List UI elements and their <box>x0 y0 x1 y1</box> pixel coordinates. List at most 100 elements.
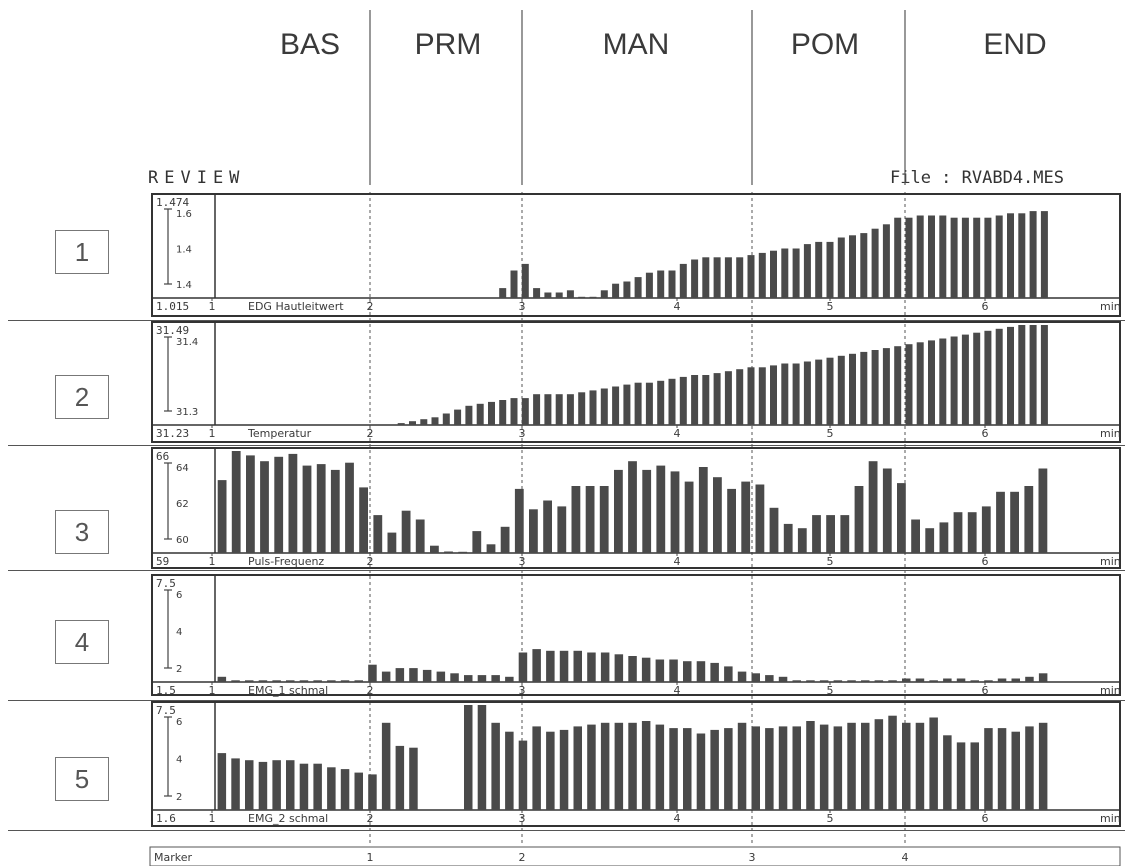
bar <box>997 728 1007 810</box>
chart-panel-5: 7.5 1.6 6 4 2 1 2 3 4 5 6 min EMG_2 schmal <box>151 701 1121 827</box>
x-tick-label: 2 <box>367 684 374 697</box>
bar <box>543 500 552 553</box>
x-unit-label: min <box>1100 684 1121 697</box>
bar <box>458 551 468 553</box>
bar <box>578 296 586 298</box>
bar <box>882 348 890 425</box>
bar <box>736 257 744 298</box>
bar <box>905 217 913 298</box>
bar <box>299 680 309 682</box>
bar <box>997 678 1007 682</box>
bar <box>544 394 552 425</box>
bar <box>916 342 924 425</box>
bar <box>792 680 801 682</box>
x-tick-label: 2 <box>367 427 374 440</box>
review-title: REVIEW <box>148 168 246 188</box>
bar <box>397 423 405 425</box>
bar <box>505 731 514 810</box>
bar <box>849 235 856 298</box>
bar <box>819 724 829 810</box>
bar <box>778 726 788 810</box>
bar <box>882 224 890 298</box>
phase-label-man: MAN <box>602 28 670 61</box>
bar <box>874 680 884 682</box>
phase-label-prm: PRM <box>414 28 482 61</box>
bar <box>1029 211 1037 298</box>
y-tick-label: 64 <box>176 463 189 474</box>
x-tick-label: 5 <box>827 555 834 568</box>
bar <box>465 405 473 425</box>
bar <box>600 722 610 810</box>
bar <box>623 384 631 425</box>
bar <box>874 719 884 810</box>
bar <box>299 763 309 810</box>
bar <box>532 649 541 682</box>
bar <box>916 215 924 298</box>
y-tick-label: 4 <box>176 627 182 638</box>
y-max-label: 7.5 <box>156 577 176 590</box>
bar <box>882 468 892 553</box>
bar <box>288 453 298 553</box>
bar <box>657 270 665 298</box>
row-number-4: 4 <box>55 620 109 664</box>
y-tick-label: 4 <box>176 755 182 766</box>
x-tick-label: 5 <box>827 684 834 697</box>
bar <box>939 522 949 553</box>
x-tick-label: 6 <box>982 555 989 568</box>
bar <box>984 680 993 682</box>
bar <box>806 680 815 682</box>
bar <box>231 451 241 553</box>
bar <box>747 367 755 425</box>
chart-panel-4: 7.5 1.5 6 4 2 1 2 3 4 5 6 min EMG_1 schmal <box>151 574 1121 697</box>
bar <box>724 728 733 810</box>
bar <box>806 721 815 810</box>
bar <box>961 217 969 298</box>
phase-label-end: END <box>983 28 1047 61</box>
bar <box>533 288 541 298</box>
x-tick-label: 5 <box>827 300 834 313</box>
bar <box>995 215 1003 298</box>
bar <box>1011 731 1020 810</box>
bar <box>472 531 482 553</box>
bar <box>710 662 719 682</box>
bar <box>641 657 651 682</box>
bar <box>737 671 747 682</box>
bar <box>354 772 363 810</box>
bar <box>698 467 708 553</box>
bar <box>783 523 793 553</box>
bar <box>860 233 868 298</box>
bar <box>286 760 295 810</box>
bar <box>915 678 925 682</box>
bar <box>770 365 777 425</box>
bar <box>566 394 574 425</box>
chart-panel-1: 1.474 1.015 1.6 1.4 1.4 1 2 3 4 5 6 min EDG Hautleit… <box>151 193 1121 317</box>
bar <box>529 509 538 553</box>
chart-panel-2: 31.49 31.23 31.4 31.3 1 2 3 4 5 6 min Temperatur <box>151 321 1121 443</box>
x-tick-label: 2 <box>367 555 374 568</box>
row-number-3: 3 <box>55 510 109 554</box>
bar <box>395 668 405 682</box>
bar <box>939 215 947 298</box>
bar <box>973 332 981 425</box>
bar <box>436 671 446 682</box>
bar <box>585 486 595 553</box>
bar <box>1007 213 1014 298</box>
bar <box>902 722 911 810</box>
bar <box>442 413 450 425</box>
x-tick-label: 5 <box>827 812 834 825</box>
bar <box>905 344 913 425</box>
bar <box>589 390 597 425</box>
bar <box>217 480 227 553</box>
bar <box>491 675 500 682</box>
row-separator <box>8 830 1125 831</box>
bar <box>815 241 823 298</box>
bar <box>984 728 993 810</box>
bar <box>847 722 856 810</box>
bar <box>737 722 747 810</box>
bar <box>819 680 829 682</box>
bar <box>928 340 935 425</box>
bar <box>778 676 788 682</box>
bar <box>868 461 878 553</box>
bar <box>477 705 487 810</box>
bar <box>943 678 952 682</box>
